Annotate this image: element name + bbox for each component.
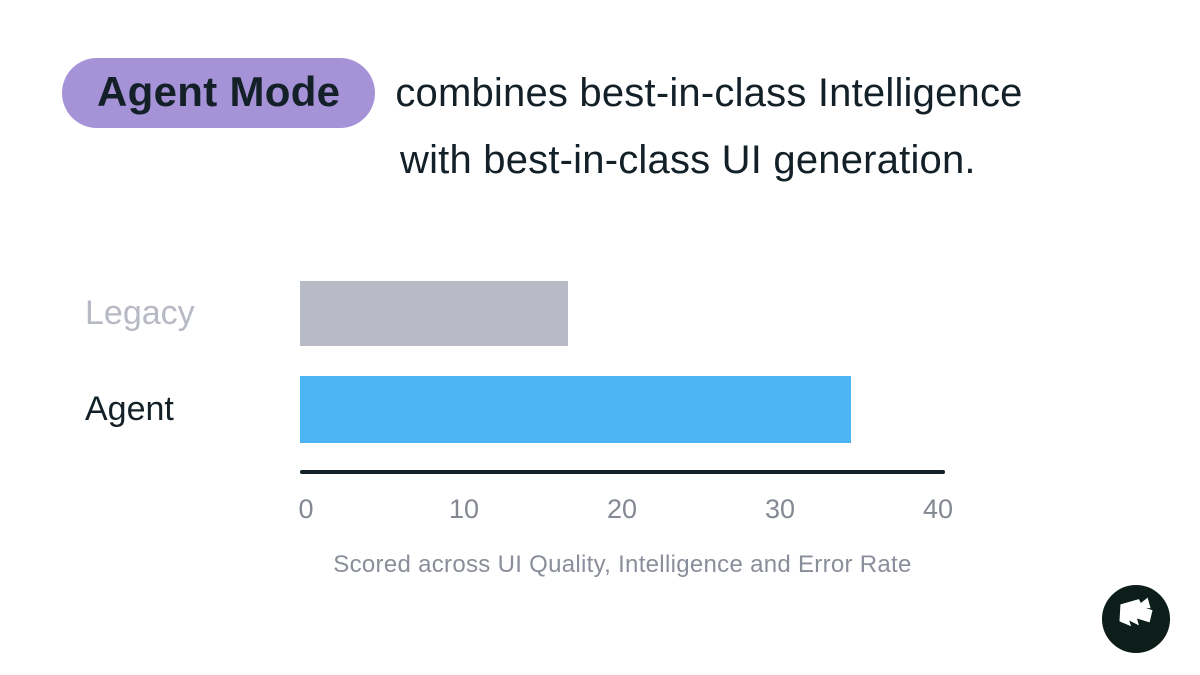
logo-flag-shape: [1119, 597, 1153, 627]
flag-icon: [1101, 584, 1171, 654]
bar-legacy: [300, 281, 568, 346]
headline: Agent Mode combines best-in-class Intell…: [62, 58, 1023, 183]
x-axis-line: [300, 470, 945, 474]
bar-agent: [300, 376, 851, 443]
category-label-agent: Agent: [85, 390, 174, 428]
x-axis-tick-label: 30: [764, 494, 796, 524]
logo: [1101, 584, 1171, 654]
headline-line1: Agent Mode combines best-in-class Intell…: [62, 58, 1023, 128]
headline-line2-text: with best-in-class UI generation.: [400, 138, 976, 182]
x-axis-tick-label: 0: [298, 494, 314, 524]
agent-mode-badge: Agent Mode: [62, 58, 376, 128]
chart-caption: Scored across UI Quality, Intelligence a…: [333, 551, 912, 578]
x-axis-ticks: 0 10 20 30 40: [298, 494, 953, 526]
x-axis-tick-label: 20: [606, 494, 638, 524]
x-axis-tick-label: 10: [448, 494, 480, 524]
headline-line1-text: combines best-in-class Intelligence: [395, 70, 1023, 115]
x-axis-tick-label: 40: [922, 494, 954, 524]
category-label-legacy: Legacy: [85, 294, 195, 332]
